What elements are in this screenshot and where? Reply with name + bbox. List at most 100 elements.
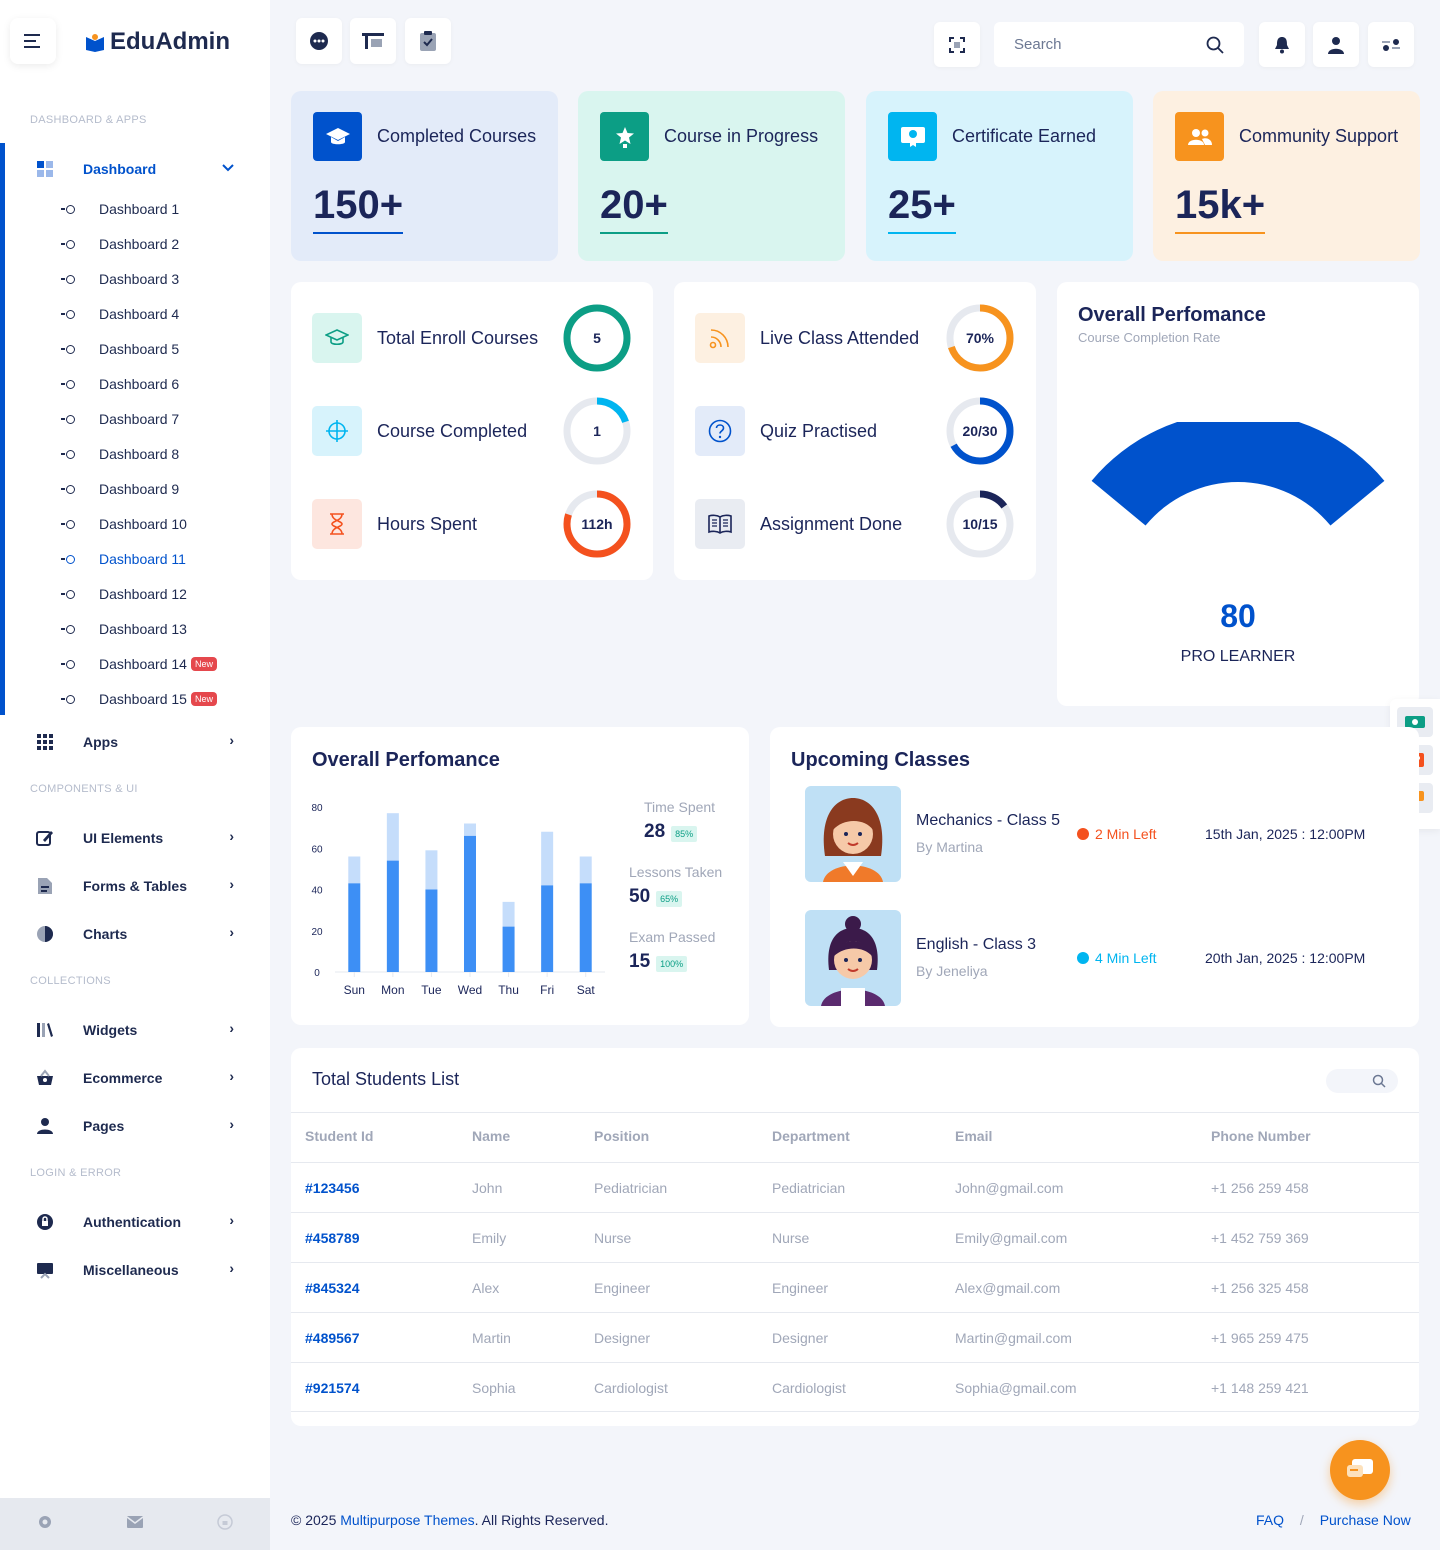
sidebar-item-authentication[interactable]: Authentication ›: [36, 1210, 246, 1234]
student-id-cell[interactable]: #921574: [305, 1380, 360, 1396]
kpi-item: Time Spent 28 85%: [644, 799, 715, 843]
calendar-button[interactable]: [350, 18, 396, 64]
gauge-title: Overall Perfomance: [1078, 304, 1266, 326]
table-cell: Engineer: [594, 1280, 651, 1296]
student-id-cell[interactable]: #489567: [305, 1330, 360, 1346]
sidebar-subitem-dashboard-5[interactable]: Dashboard 5: [61, 339, 179, 359]
settings-button[interactable]: [1368, 22, 1414, 67]
table-cell: Nurse: [772, 1230, 810, 1246]
sidebar-subitem-dashboard-12[interactable]: Dashboard 12: [61, 584, 187, 604]
sidebar-subitem-dashboard-6[interactable]: Dashboard 6: [61, 374, 179, 394]
column-header[interactable]: Name: [472, 1128, 511, 1144]
gauge-chart: [1091, 422, 1385, 526]
sidebar-subitem-dashboard-7[interactable]: Dashboard 7: [61, 409, 179, 429]
class-item[interactable]: Mechanics - Class 5 By Martina 2 Min Left 1…: [805, 786, 1405, 882]
table-row[interactable]: #489567 Martin Designer Designer Martin@gmai…: [291, 1312, 1419, 1362]
sidebar-subitem-label: Dashboard 13: [99, 621, 187, 637]
app-logo[interactable]: EduAdmin: [84, 28, 230, 56]
column-header[interactable]: Student Id: [305, 1128, 374, 1144]
sidebar-subitem-label: Dashboard 9: [99, 481, 180, 497]
company-link[interactable]: Multipurpose Themes: [340, 1512, 475, 1528]
y-tick-label: 0: [314, 968, 320, 979]
toggles-icon: [1382, 38, 1400, 51]
class-item[interactable]: English - Class 3 By Jeneliya 4 Min Left 20…: [805, 910, 1405, 1006]
table-search-input[interactable]: [1326, 1069, 1398, 1093]
chevron-right-icon: ›: [229, 1068, 234, 1084]
student-id-cell[interactable]: #845324: [305, 1280, 360, 1296]
kpi-label: Time Spent: [644, 799, 716, 815]
sidebar-subitem-dashboard-3[interactable]: Dashboard 3: [61, 269, 179, 289]
sidebar-subitem-dashboard-8[interactable]: Dashboard 8: [61, 444, 179, 464]
sidebar-item-apps[interactable]: Apps ›: [36, 730, 246, 754]
performance-title: Overall Perfomance: [312, 749, 500, 771]
sidebar-subitem-dashboard-2[interactable]: Dashboard 2: [61, 234, 179, 254]
metric-value: 5: [593, 330, 601, 346]
column-header[interactable]: Email: [955, 1128, 993, 1144]
table-cell: Pediatrician: [772, 1180, 846, 1196]
column-header[interactable]: Department: [772, 1128, 850, 1144]
purchase-link[interactable]: Purchase Now: [1319, 1512, 1411, 1528]
table-cell: Sophia@gmail.com: [955, 1380, 1077, 1396]
column-header[interactable]: Phone Number: [1211, 1128, 1311, 1144]
student-id-cell[interactable]: #123456: [305, 1180, 360, 1196]
fullscreen-button[interactable]: [934, 22, 980, 67]
notifications-button[interactable]: [1259, 22, 1305, 67]
sidebar-subitem-dashboard-11[interactable]: Dashboard 11: [61, 549, 186, 569]
sidebar-item-widgets[interactable]: Widgets ›: [36, 1018, 246, 1042]
sidebar-subitem-dashboard-10[interactable]: Dashboard 10: [61, 514, 187, 534]
column-header[interactable]: Position: [594, 1128, 650, 1144]
metric-label: Live Class Attended: [760, 327, 920, 348]
app-name: EduAdmin: [110, 28, 230, 55]
sidebar-item-ui-elements[interactable]: UI Elements ›: [36, 826, 246, 850]
status-dot-icon: [1077, 952, 1089, 964]
settings-icon[interactable]: [37, 1514, 53, 1535]
search-icon[interactable]: [1206, 36, 1224, 54]
sidebar-subitem-dashboard-14[interactable]: Dashboard 14 New: [61, 654, 217, 674]
sidebar-subitem-dashboard-1[interactable]: Dashboard 1: [61, 199, 179, 219]
x-tick-label: Sat: [577, 983, 596, 997]
chevron-right-icon: ›: [229, 1260, 234, 1276]
students-table: Total Students List Student Id Name Positi…: [291, 1048, 1419, 1426]
mail-icon[interactable]: [126, 1515, 144, 1533]
chat-button[interactable]: [296, 18, 342, 64]
kpi-item: Exam Passed 15 100%: [629, 929, 715, 973]
stat-value: 25+: [888, 183, 956, 234]
kpi-label: Lessons Taken: [629, 864, 723, 880]
separator: /: [1299, 1512, 1304, 1528]
sidebar-item-charts[interactable]: Charts ›: [36, 922, 246, 946]
profile-button[interactable]: [1313, 22, 1359, 67]
chat-fab-button[interactable]: [1330, 1440, 1390, 1500]
sidebar-subitem-dashboard-13[interactable]: Dashboard 13: [61, 619, 187, 639]
table-row[interactable]: #845324 Alex Engineer Engineer Alex@gmail.co…: [291, 1262, 1419, 1312]
lock-icon[interactable]: [217, 1513, 233, 1535]
sidebar-item-ecommerce[interactable]: Ecommerce ›: [36, 1066, 246, 1090]
bullet-icon: [61, 309, 75, 319]
student-id-cell[interactable]: #458789: [305, 1230, 360, 1246]
sidebar-item-pages[interactable]: Pages ›: [36, 1114, 246, 1138]
library-icon: [37, 1023, 53, 1037]
class-teacher: By Jeneliya: [916, 963, 988, 979]
sidebar-subitem-dashboard-9[interactable]: Dashboard 9: [61, 479, 180, 499]
sidebar-item-label: Dashboard: [83, 161, 157, 177]
section-login-error: LOGIN & ERROR: [30, 1167, 122, 1179]
sidebar-item-miscellaneous[interactable]: Miscellaneous ›: [36, 1258, 246, 1282]
sidebar-item-forms-tables[interactable]: Forms & Tables ›: [36, 874, 246, 898]
table-cell: +1 148 259 421: [1211, 1380, 1309, 1396]
table-row[interactable]: #458789 Emily Nurse Nurse Emily@gmail.com +1 …: [291, 1212, 1419, 1262]
table-row[interactable]: #921574 Sophia Cardiologist Cardiologist Sop…: [291, 1362, 1419, 1412]
table-row[interactable]: #123456 John Pediatrician Pediatrician John@…: [291, 1162, 1419, 1212]
metric-icon-box: [312, 499, 362, 549]
kpi-label: Exam Passed: [629, 929, 716, 945]
table-cell: Alex@gmail.com: [955, 1280, 1061, 1296]
sidebar-subitem-dashboard-15[interactable]: Dashboard 15 New: [61, 689, 217, 709]
sidebar-subitem-dashboard-4[interactable]: Dashboard 4: [61, 304, 179, 324]
metric-row: Course Completed 1: [312, 396, 632, 466]
search-input[interactable]: Search: [994, 22, 1244, 67]
sidebar-item-dashboard[interactable]: Dashboard: [36, 157, 246, 181]
metric-label: Assignment Done: [760, 513, 903, 534]
stat-card-1: Completed Courses 150+: [291, 91, 558, 261]
tasks-button[interactable]: [405, 18, 451, 64]
metric-value: 10/15: [962, 516, 997, 532]
faq-link[interactable]: FAQ: [1256, 1512, 1285, 1528]
menu-toggle-button[interactable]: [10, 18, 56, 64]
